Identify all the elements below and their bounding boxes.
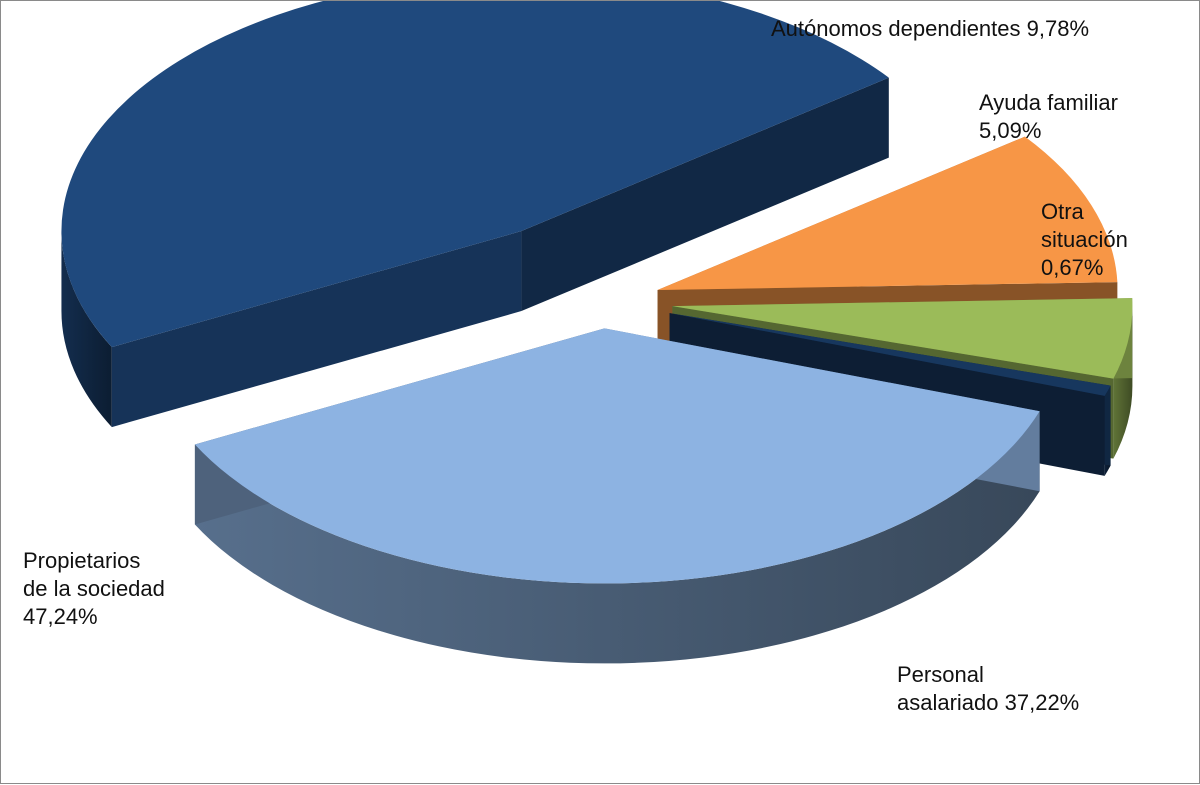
pie-slice-propietarios (61, 1, 889, 428)
label-personal-asalariado: Personal asalariado 37,22% (897, 662, 1080, 715)
pie-top-personal (194, 328, 1040, 584)
label-otra-situacion: Otra situación 0,67% (1041, 199, 1128, 280)
pie-top-propietarios (61, 1, 889, 348)
pie-cut-propietarios-1 (521, 77, 889, 312)
label-ayuda-familiar: Ayuda familiar 5,09% (979, 90, 1118, 143)
label-propietarios-sociedad: Propietarios de la sociedad 47,24% (23, 548, 165, 629)
pie-top-autonomos (657, 136, 1118, 291)
pie-side-personal (194, 411, 1040, 664)
pie-side-propietarios (61, 231, 112, 428)
pie-slice-personal (194, 328, 1040, 664)
pie-top-ayuda (672, 298, 1133, 379)
pie-cut-propietarios-0 (111, 231, 522, 428)
label-autonomos-dependientes: Autónomos dependientes 9,78% (771, 16, 1090, 41)
pie-top-otra (669, 313, 1111, 396)
